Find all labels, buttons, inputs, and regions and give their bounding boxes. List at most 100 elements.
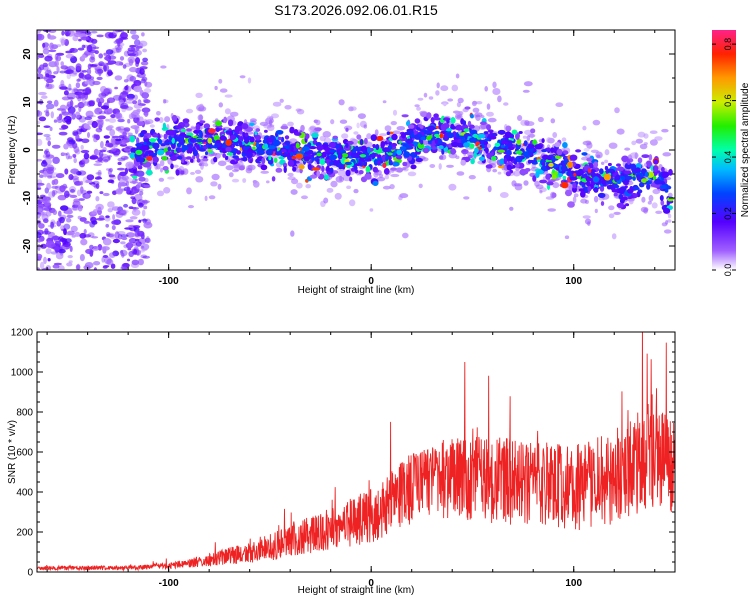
spectrogram-cell bbox=[138, 157, 146, 163]
spectrogram-cell bbox=[329, 154, 337, 161]
spectrogram-cell bbox=[509, 157, 514, 162]
spectrogram-cell bbox=[91, 183, 95, 187]
spectrogram-cell bbox=[37, 212, 41, 215]
spectrogram-cell bbox=[165, 151, 172, 156]
spectrogram-cell bbox=[264, 122, 269, 127]
spectrogram-cell bbox=[107, 156, 111, 160]
spectrogram-cell bbox=[454, 111, 462, 116]
spectrogram-cell bbox=[249, 136, 255, 143]
spectrogram-cell bbox=[660, 184, 667, 190]
spectrogram-cell bbox=[463, 128, 470, 132]
spectrogram-cell bbox=[74, 231, 81, 237]
spectrogram-cell bbox=[75, 30, 84, 33]
spectrogram-cell bbox=[344, 161, 352, 166]
spectrogram-cell bbox=[305, 184, 312, 189]
spectrogram-cell bbox=[171, 142, 176, 149]
spectrogram-cell bbox=[388, 160, 392, 166]
spectrogram-cell bbox=[322, 131, 332, 138]
spectrogram-cell bbox=[279, 98, 284, 103]
spectrogram-cell bbox=[414, 118, 421, 124]
spectrogram-cell bbox=[349, 176, 353, 182]
spectrogram-cell bbox=[68, 155, 73, 160]
spectrogram-cell bbox=[204, 195, 208, 201]
spectrogram-cell bbox=[152, 133, 159, 138]
spectrogram-cell bbox=[582, 125, 587, 131]
spectrogram-cell bbox=[129, 135, 136, 143]
spectrogram-cell bbox=[87, 132, 90, 138]
spectrogram-cell bbox=[69, 72, 78, 77]
spectrogram-cell bbox=[46, 182, 51, 190]
spectrogram-cell bbox=[39, 211, 45, 216]
spectrogram-cell bbox=[567, 201, 575, 208]
spectrogram-cell bbox=[176, 155, 183, 160]
spectrogram-cell bbox=[129, 152, 136, 159]
colorbar-ticks: 0.0 0.2 0.4 0.6 0.8 bbox=[712, 38, 736, 276]
spectrogram-cell bbox=[129, 66, 138, 73]
spectrogram-cell bbox=[64, 87, 73, 91]
spectrogram-cell bbox=[121, 108, 126, 113]
spectrogram-cell bbox=[119, 56, 125, 61]
spectrogram-cell bbox=[90, 30, 98, 34]
spectrogram-cell bbox=[45, 83, 53, 90]
spectrogram-cell bbox=[421, 157, 429, 162]
spectrogram-cell bbox=[599, 185, 605, 192]
spectrogram-cell bbox=[382, 147, 390, 153]
spectrogram-cell bbox=[73, 87, 78, 91]
spectrogram-cell bbox=[125, 101, 134, 104]
spectrogram-cell bbox=[257, 148, 263, 156]
spectrogram-cell bbox=[46, 80, 53, 83]
spectrogram-cell bbox=[625, 203, 630, 207]
spectrogram-cell bbox=[585, 140, 592, 144]
spectrogram-cell bbox=[592, 119, 601, 126]
spectrogram-cell bbox=[121, 30, 125, 36]
spectrogram-cell bbox=[417, 97, 424, 101]
y-tick-label: 1000 bbox=[11, 368, 34, 379]
spectrogram-cell bbox=[76, 78, 81, 82]
spectrogram-cell bbox=[131, 189, 135, 193]
spectrogram-cell bbox=[523, 180, 529, 186]
spectrogram-cell bbox=[662, 152, 672, 157]
spectrogram-cell bbox=[271, 176, 276, 182]
spectrogram-cell bbox=[192, 146, 196, 153]
spectrogram-cell bbox=[312, 167, 320, 171]
spectrogram-cell bbox=[143, 141, 147, 147]
spectrogram-cell bbox=[648, 154, 653, 161]
spectrogram-cell bbox=[107, 168, 112, 176]
spectrogram-cell bbox=[337, 152, 343, 160]
spectrogram-cell bbox=[37, 182, 45, 186]
spectrogram-cell bbox=[551, 174, 557, 180]
spectrogram-cell bbox=[506, 149, 512, 155]
spectrogram-cell bbox=[356, 148, 361, 153]
spectrogram-cell bbox=[107, 69, 113, 77]
spectrogram-cell bbox=[363, 124, 367, 129]
spectrogram-cell bbox=[582, 215, 591, 219]
spectrogram-cell bbox=[114, 61, 124, 66]
spectrogram-cell bbox=[120, 209, 129, 214]
spectrogram-cell bbox=[82, 88, 92, 96]
spectrogram-cell bbox=[462, 120, 467, 126]
spectrogram-cell bbox=[76, 263, 81, 270]
spectrogram-cell bbox=[132, 175, 138, 179]
spectrogram-cell bbox=[140, 130, 148, 134]
spectrogram-cell bbox=[81, 157, 90, 164]
spectrogram-cell bbox=[222, 153, 227, 158]
spectrogram-cell bbox=[49, 175, 57, 179]
spectrogram-cell bbox=[613, 211, 621, 215]
spectrogram-cell bbox=[162, 122, 167, 130]
spectrogram-cell bbox=[112, 238, 120, 244]
spectrogram-cell bbox=[420, 111, 428, 118]
spectrogram-cell bbox=[136, 121, 144, 127]
spectrogram-cell bbox=[491, 132, 498, 137]
spectrogram-cell bbox=[96, 68, 104, 74]
spectrogram-cell bbox=[109, 129, 116, 137]
spectrogram-cell bbox=[59, 86, 68, 90]
spectrogram-cell bbox=[390, 173, 400, 178]
spectrogram-cell bbox=[80, 149, 90, 154]
spectrogram-cell bbox=[375, 143, 380, 151]
spectrogram-cell bbox=[215, 139, 221, 143]
spectrogram-cell bbox=[119, 171, 127, 177]
spectrogram-cell bbox=[97, 101, 102, 108]
spectrogram-cell bbox=[51, 190, 56, 197]
spectrogram-cell bbox=[143, 221, 153, 229]
